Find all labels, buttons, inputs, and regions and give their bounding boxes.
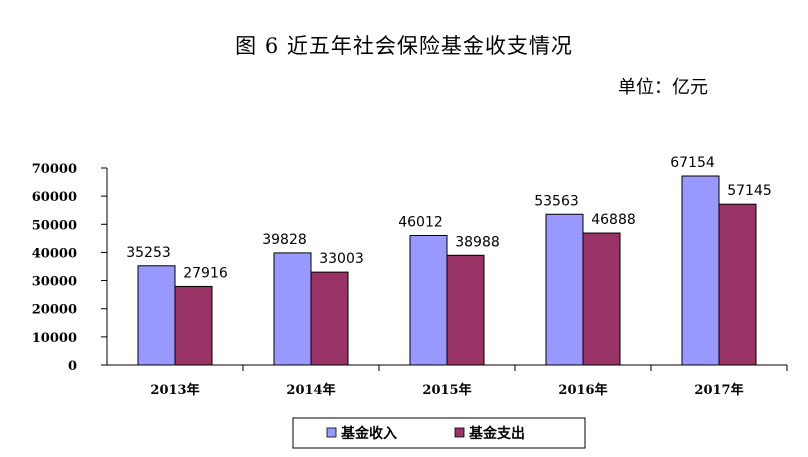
- legend-label-expense: 基金支出: [469, 425, 525, 442]
- data-label: 35253: [126, 245, 171, 261]
- x-tick-label: 2015年: [422, 382, 471, 398]
- data-label: 53563: [534, 193, 579, 209]
- legend-swatch-income: [326, 427, 337, 438]
- y-tick-label: 0: [68, 359, 77, 374]
- data-label: 33003: [319, 251, 364, 267]
- data-label: 27916: [183, 265, 228, 281]
- income-bar: [273, 252, 312, 366]
- legend-box: [292, 417, 586, 449]
- legend-swatch-expense: [454, 427, 465, 438]
- data-label: 39828: [262, 232, 307, 248]
- y-tick-label: 30000: [32, 275, 77, 290]
- y-tick-label: 10000: [32, 331, 77, 346]
- data-label: 57145: [727, 183, 772, 199]
- data-label: 38988: [455, 234, 500, 250]
- bars: [137, 175, 757, 366]
- expense-bar: [174, 285, 213, 366]
- chart-title: 图 6 近五年社会保险基金收支情况: [235, 34, 573, 58]
- legend-label-income: 基金收入: [341, 425, 397, 442]
- expense-bar: [310, 271, 349, 366]
- y-tick-label: 70000: [32, 162, 77, 177]
- x-tick-label: 2016年: [558, 382, 607, 398]
- expense-bar: [446, 254, 485, 366]
- unit-label: 单位：亿元: [618, 77, 708, 98]
- income-bar: [409, 235, 448, 366]
- expense-bar: [582, 232, 621, 366]
- y-tick-label: 40000: [32, 246, 77, 261]
- y-tick-label: 60000: [32, 190, 77, 205]
- x-tick-label: 2014年: [286, 382, 335, 398]
- data-label: 46012: [398, 215, 443, 231]
- income-bar: [681, 175, 720, 366]
- expense-bar: [718, 203, 757, 366]
- data-label: 67154: [670, 155, 715, 171]
- income-bar: [137, 265, 176, 366]
- data-labels: 35253 27916 39828 33003 46012 38988 53563 46888…: [126, 155, 772, 281]
- legend: 基金收入 基金支出: [292, 417, 586, 449]
- x-tick-label: 2017年: [694, 382, 743, 398]
- y-tick-label: 20000: [32, 303, 77, 318]
- income-bar: [545, 213, 584, 366]
- x-tick-label: 2013年: [150, 382, 199, 398]
- axes: 0 10000 20000 30000 40000 50000 60000 70000 2013…: [32, 162, 788, 398]
- data-label: 46888: [591, 212, 636, 228]
- y-tick-label: 50000: [32, 218, 77, 233]
